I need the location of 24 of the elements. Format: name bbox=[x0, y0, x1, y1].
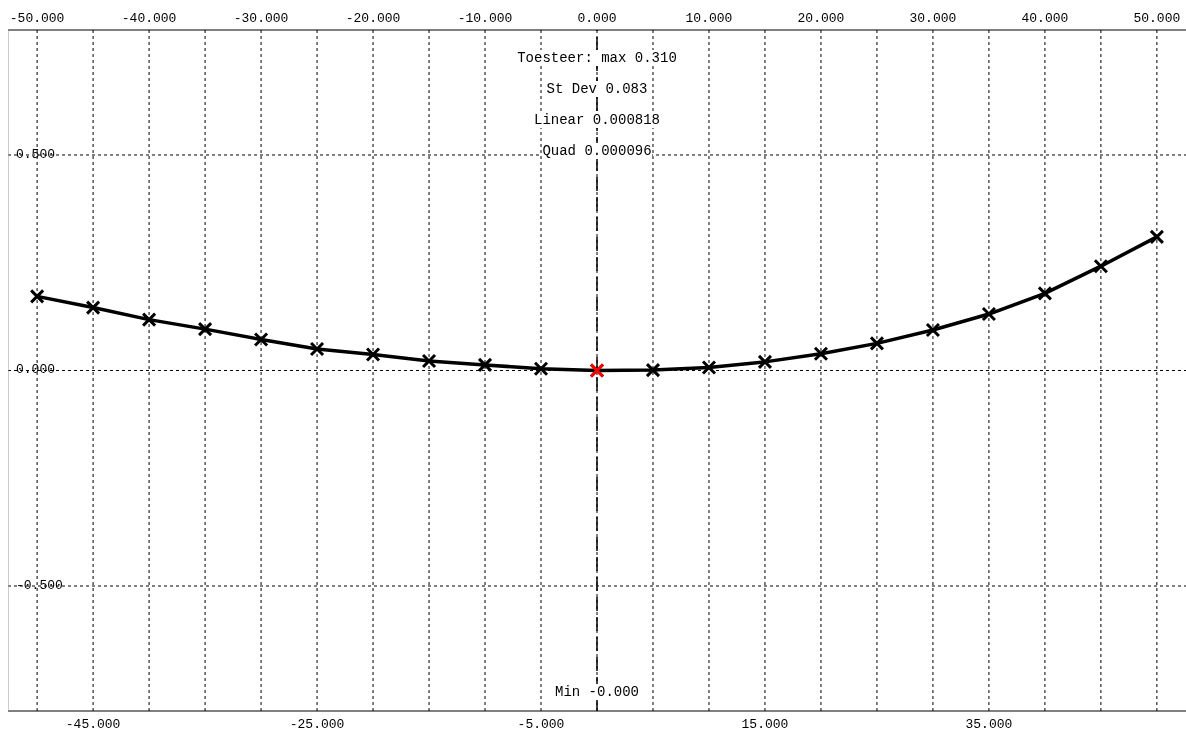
annotation: Toesteer: max 0.310 bbox=[517, 50, 677, 66]
x-tick-label: 35.000 bbox=[965, 717, 1013, 733]
x2-tick-label: -50.000 bbox=[9, 11, 65, 26]
x2-tick-label: 30.000 bbox=[909, 11, 957, 26]
x-tick-label: -45.000 bbox=[65, 717, 121, 733]
x2-tick-label: -30.000 bbox=[233, 11, 289, 26]
annotation: St Dev 0.083 bbox=[546, 81, 648, 97]
y-tick-label: 0.000 bbox=[16, 362, 56, 378]
annotation: Linear 0.000818 bbox=[533, 112, 661, 128]
x2-tick-label: 0.000 bbox=[577, 11, 617, 26]
annotation: Min -0.000 bbox=[554, 684, 639, 700]
x2-tick-label: 40.000 bbox=[1021, 11, 1069, 26]
x-tick-label: -5.000 bbox=[517, 717, 565, 733]
y-tick-label: 0.500 bbox=[16, 146, 56, 162]
x2-tick-label: 20.000 bbox=[797, 11, 845, 26]
x2-tick-label: -20.000 bbox=[345, 11, 401, 26]
y-tick-label: -0.500 bbox=[16, 577, 63, 593]
x-tick-label: -25.000 bbox=[289, 717, 345, 733]
annotation: Quad 0.000096 bbox=[542, 143, 652, 159]
x2-tick-label: -40.000 bbox=[121, 11, 177, 26]
x2-tick-label: 10.000 bbox=[685, 11, 733, 26]
x-tick-label: 15.000 bbox=[741, 717, 789, 733]
x2-tick-label: -10.000 bbox=[457, 11, 513, 26]
x2-tick-label: 50.000 bbox=[1133, 11, 1181, 26]
